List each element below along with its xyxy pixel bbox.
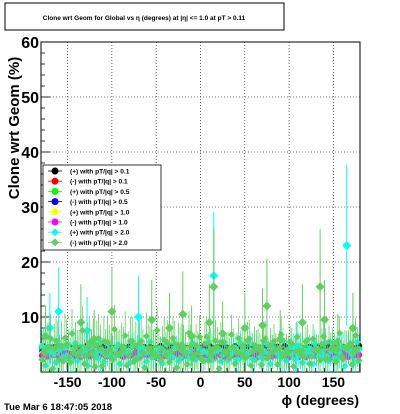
data-point [109, 356, 117, 364]
legend-label: (-) with pT/|q| > 0.5 [70, 199, 128, 206]
data-point [76, 318, 86, 327]
x-tick-label: 50 [237, 374, 253, 390]
data-point [320, 332, 328, 340]
data-point [209, 282, 219, 292]
data-point [204, 318, 214, 327]
data-point [320, 315, 330, 325]
data-point [121, 332, 129, 340]
data-point [247, 362, 255, 370]
data-point [82, 326, 92, 336]
data-point [89, 334, 99, 344]
data-point [215, 365, 223, 373]
data-point [178, 309, 188, 319]
data-point [315, 282, 325, 292]
data-point [40, 331, 50, 341]
data-point [203, 333, 211, 341]
x-axis-label: ϕ (degrees) [282, 392, 359, 408]
data-point [183, 360, 191, 368]
data-point [141, 364, 149, 372]
data-point [304, 336, 312, 344]
legend-label: (+) with pT/|q| > 0.5 [70, 189, 130, 196]
legend-label: (-) with pT/|q| > 2.0 [70, 240, 128, 247]
series-layer [38, 164, 363, 373]
legend-box [42, 164, 162, 251]
data-point [45, 323, 55, 333]
data-point [348, 323, 358, 333]
data-point [228, 331, 236, 339]
legend-label: (+) with pT/|q| > 2.0 [70, 230, 130, 237]
x-tick-label: -50 [146, 374, 166, 390]
data-point [293, 333, 301, 341]
data-point [153, 326, 161, 334]
data-point [307, 352, 315, 360]
y-axis-label: Clone wrt Geom (%) [6, 57, 23, 200]
x-tick-label: -150 [54, 374, 82, 390]
title-box [4, 2, 285, 31]
data-point [164, 323, 174, 333]
x-tick-label: 100 [277, 374, 301, 390]
data-point [91, 363, 99, 371]
data-point [107, 307, 117, 316]
data-point [218, 329, 228, 338]
data-point [147, 315, 157, 325]
data-point [346, 339, 354, 347]
timestamp: Tue Mar 6 18:47:05 2018 [4, 402, 112, 413]
data-point [262, 301, 272, 311]
y-tick-label: 20 [21, 255, 39, 272]
data-point [68, 330, 76, 338]
chart-title: Clone wrt Geom for Global vs η (degrees)… [43, 15, 246, 22]
data-point [336, 329, 344, 337]
y-tick-label: 50 [21, 90, 39, 107]
x-tick-label: 150 [322, 374, 346, 390]
data-point [355, 357, 363, 365]
data-point [142, 332, 150, 340]
x-tick-label: 0 [197, 374, 205, 390]
y-tick-label: 10 [21, 310, 39, 327]
y-axis: 10 20 30 40 50 60 [21, 35, 50, 373]
data-point [288, 340, 296, 348]
legend-label: (-) with pT/|q| > 1.0 [70, 220, 128, 227]
y-tick-label: 60 [21, 35, 39, 52]
x-tick-label: -100 [98, 374, 126, 390]
data-point [297, 318, 307, 327]
legend-label: (+) with pT/|q| > 0.1 [70, 169, 130, 176]
y-tick-label: 40 [21, 145, 39, 162]
data-point [196, 333, 204, 341]
data-point [187, 331, 197, 341]
legend-label: (-) with pT/|q| > 0.1 [70, 179, 128, 186]
legend-label: (+) with pT/|q| > 1.0 [70, 209, 130, 216]
legend: (+) with pT/|q| > 0.1 (-) with pT/|q| > 0… [42, 164, 162, 251]
data-point [226, 354, 234, 362]
data-point [61, 334, 69, 342]
legend-entries: (+) with pT/|q| > 0.1 (-) with pT/|q| > 0… [48, 167, 130, 247]
data-point [54, 307, 64, 316]
data-point [133, 312, 143, 322]
data-point [258, 320, 268, 330]
data-point [245, 335, 253, 343]
data-point [258, 361, 266, 369]
data-point [333, 337, 343, 347]
data-point [342, 241, 352, 250]
data-point [275, 334, 285, 344]
data-point [323, 356, 331, 364]
data-point [240, 323, 250, 333]
y-tick-label: 30 [21, 200, 39, 217]
x-axis: -150 -100 -50 0 50 100 150 [40, 363, 361, 390]
data-point [66, 359, 74, 367]
series [38, 228, 363, 373]
